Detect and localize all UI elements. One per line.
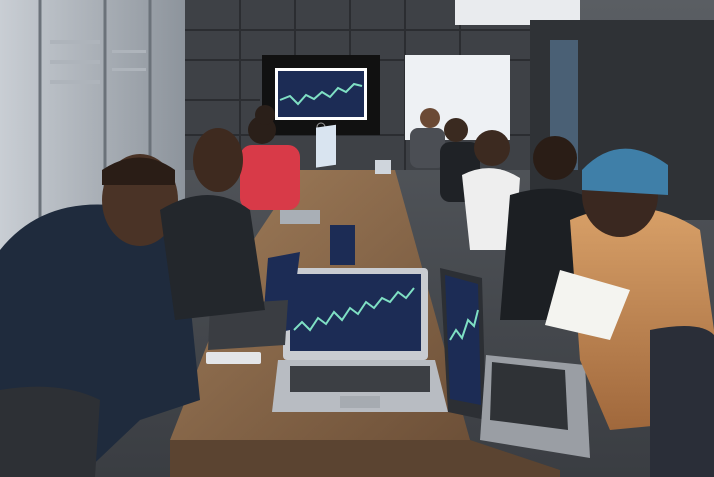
tv-chart-line: [279, 82, 363, 106]
person-white-shirt: [462, 130, 520, 250]
person-center-left: [160, 128, 265, 320]
laptop-keyboard: [290, 366, 430, 392]
phone: [206, 352, 261, 364]
beanie: [582, 148, 668, 195]
door-frames: [38, 0, 152, 240]
person-edge-right: [650, 326, 714, 477]
table-edge: [170, 440, 560, 477]
frosted-stripes: [50, 40, 146, 84]
center-laptop: [272, 268, 448, 412]
laptop-chart-line: [293, 287, 415, 332]
left-laptop: [208, 252, 300, 350]
right-laptop: [440, 268, 590, 458]
wall-tv: [262, 55, 380, 135]
far-laptops: [280, 124, 391, 265]
chair: [0, 386, 100, 477]
paper-sheet: [545, 270, 630, 340]
